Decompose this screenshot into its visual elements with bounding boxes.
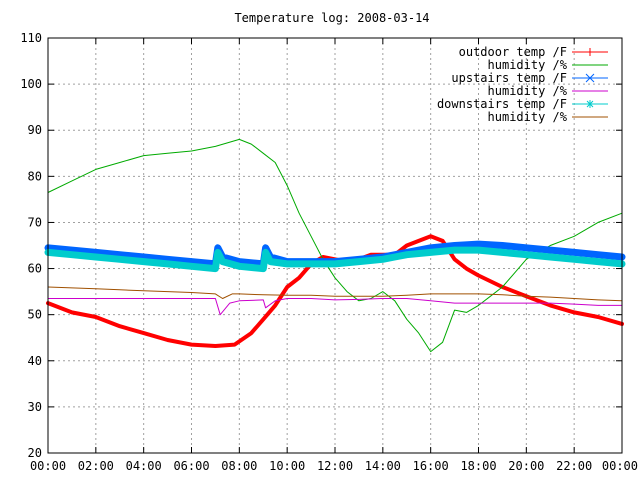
legend-label: humidity /%	[488, 110, 568, 124]
x-tick-label: 14:00	[365, 459, 401, 473]
axes: 20 30 40 50 60 70 80 90 100 110 00:00 02:00 04:00 06:…	[20, 31, 638, 473]
y-tick-label: 60	[28, 262, 42, 276]
x-tick-label: 18:00	[460, 459, 496, 473]
legend-marker-star	[586, 100, 594, 108]
legend-marker-plus	[586, 48, 594, 56]
x-tick-label: 00:00	[30, 459, 66, 473]
y-tick-label: 30	[28, 400, 42, 414]
y-tick-label: 100	[20, 77, 42, 91]
legend-label: downstairs temp /F	[437, 97, 567, 111]
y-tick-label: 70	[28, 215, 42, 229]
series-line-downstairs-temp-f-4	[44, 246, 626, 273]
chart-title: Temperature log: 2008-03-14	[234, 11, 429, 25]
x-tick-label: 10:00	[269, 459, 305, 473]
x-tick-label: 16:00	[413, 459, 449, 473]
x-tick-label: 22:00	[556, 459, 592, 473]
y-tick-label: 50	[28, 308, 42, 322]
x-tick-label: 12:00	[317, 459, 353, 473]
grid	[48, 38, 622, 453]
x-tick-label: 02:00	[78, 459, 114, 473]
y-tick-label: 40	[28, 354, 42, 368]
x-tick-label: 00:00	[602, 459, 638, 473]
series-line-humidity-1	[47, 138, 623, 353]
x-tick-label: 20:00	[508, 459, 544, 473]
series-group	[44, 138, 626, 353]
x-tick-label: 06:00	[173, 459, 209, 473]
legend-label: humidity /%	[488, 84, 568, 98]
y-tick-label: 110	[20, 31, 42, 45]
y-tick-label: 20	[28, 446, 42, 460]
x-tick-label: 04:00	[126, 459, 162, 473]
y-tick-label: 80	[28, 169, 42, 183]
y-tick-label: 90	[28, 123, 42, 137]
series-line-humidity-3	[47, 298, 623, 316]
legend-label: outdoor temp /F	[459, 45, 567, 59]
legend-label: humidity /%	[488, 58, 568, 72]
x-tick-label: 08:00	[221, 459, 257, 473]
series-line-humidity-5	[47, 286, 623, 302]
legend-label: upstairs temp /F	[451, 71, 567, 85]
legend-marker-x	[585, 73, 595, 83]
